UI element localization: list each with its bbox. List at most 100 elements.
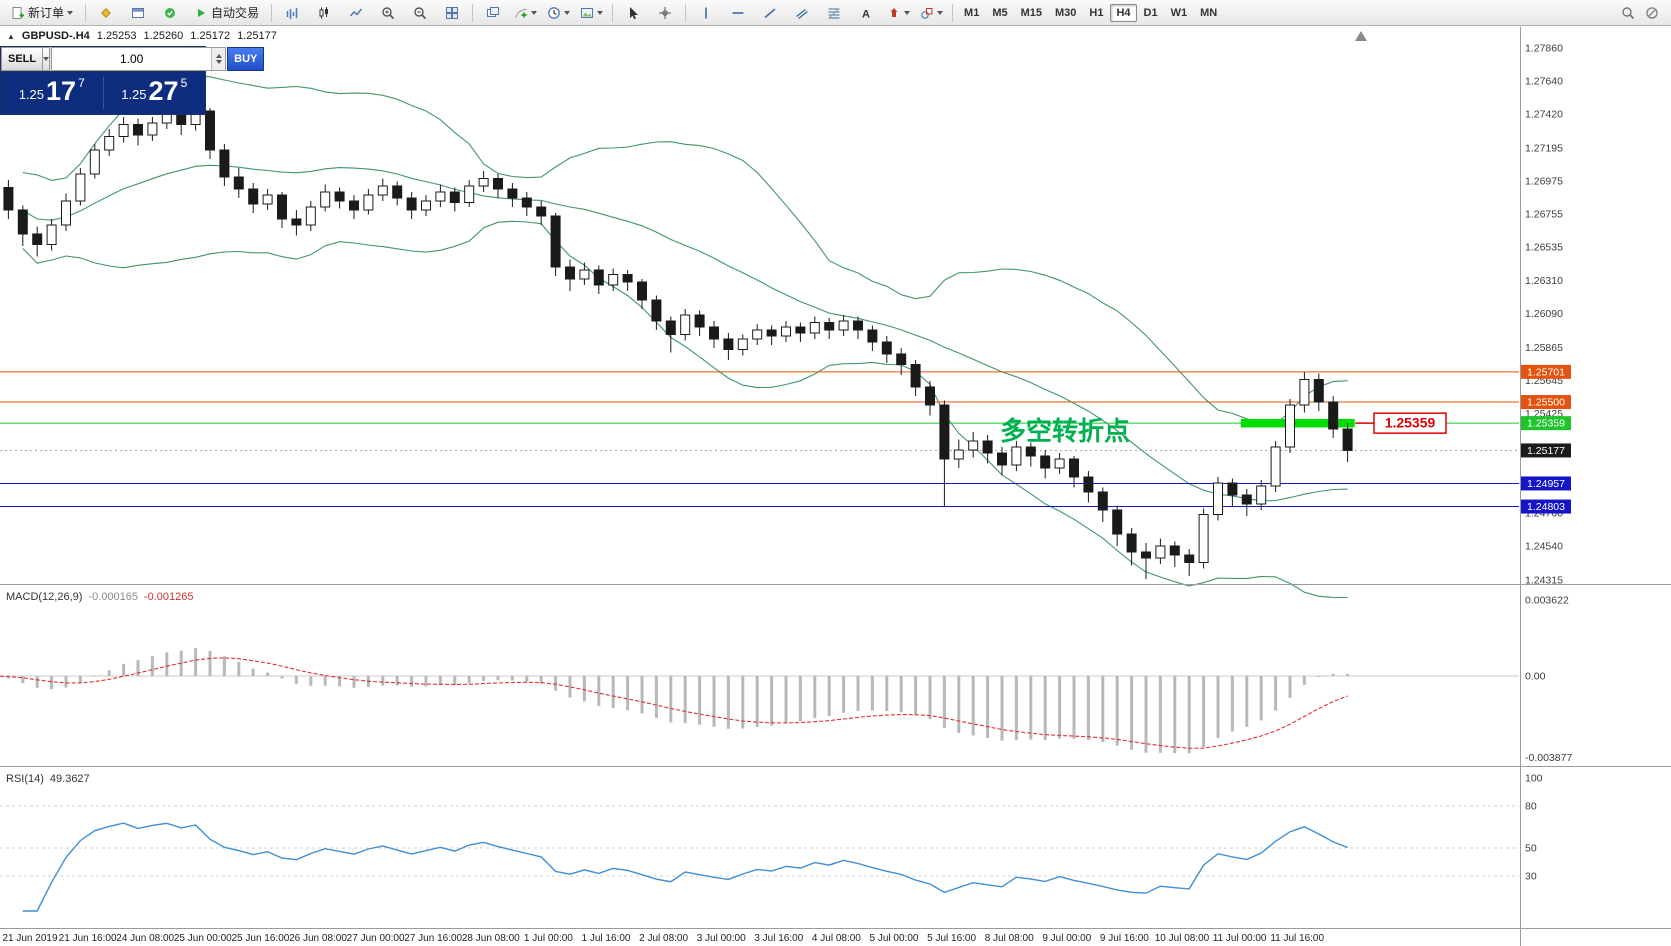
add-indicator-button[interactable]: [510, 2, 541, 24]
level-label-box[interactable]: [1373, 412, 1447, 434]
zoom-in-icon: [382, 6, 395, 19]
zoom-in-button[interactable]: [373, 2, 403, 24]
macd-scale-label: 0.003622: [1525, 594, 1569, 606]
candlestick: [1313, 379, 1324, 403]
trendline-button[interactable]: [755, 2, 785, 24]
cascade-windows-button[interactable]: [478, 2, 508, 24]
crosshair-button[interactable]: [650, 2, 680, 24]
search-icon[interactable]: [1621, 6, 1635, 20]
candlestick: [881, 341, 892, 355]
rsi-scale-label: 50: [1525, 843, 1537, 855]
sell-price[interactable]: 1.25 17 7: [1, 77, 103, 109]
candlestick: [392, 185, 403, 199]
chart-window-button[interactable]: [123, 2, 153, 24]
candlestick: [449, 191, 460, 203]
price-badge-text: 1.25177: [1527, 445, 1565, 457]
price-tick-label: 1.26975: [1525, 175, 1563, 187]
candlestick: [536, 206, 547, 217]
horizontal-line-icon: [732, 11, 744, 14]
timeframe-m30[interactable]: M30: [1055, 6, 1077, 19]
refresh-button[interactable]: [155, 2, 185, 24]
candlestick: [75, 173, 86, 202]
arrows-caret-icon: [904, 10, 911, 15]
autotrade-label: 自动交易: [211, 6, 260, 20]
buy-button[interactable]: BUY: [227, 47, 265, 71]
candlestick: [680, 314, 691, 335]
timeframe-mn[interactable]: MN: [1200, 6, 1218, 19]
candlestick: [406, 197, 417, 211]
candlestick: [853, 320, 863, 331]
rsi-label: RSI(14) 49.3627: [6, 773, 90, 785]
highlight-band[interactable]: [1240, 418, 1355, 428]
channel-icon: [796, 8, 808, 19]
candlestick: [925, 386, 935, 406]
buy-price-big: 27: [148, 76, 179, 107]
arrows-tool-button[interactable]: [883, 2, 914, 24]
price-tick-label: 1.26310: [1525, 275, 1563, 287]
time-axis-label: 21 Jun 2019: [2, 933, 57, 944]
timeframe-h1[interactable]: H1: [1089, 6, 1104, 19]
time-axis-label: 1 Jul 16:00: [582, 933, 631, 944]
timeframe-m5[interactable]: M5: [992, 6, 1008, 19]
templates-button[interactable]: [576, 2, 607, 24]
candlestick: [118, 124, 129, 137]
candlestick: [608, 274, 619, 286]
caret-down-icon: [43, 57, 50, 61]
sell-price-sup: 7: [78, 76, 85, 90]
disabled-circle-icon[interactable]: [1645, 6, 1659, 20]
ohlc-low: 1.25172: [190, 30, 231, 42]
price-tick-label: 1.26535: [1525, 241, 1563, 253]
chart-shift-marker[interactable]: [1355, 31, 1367, 41]
volume-input[interactable]: [52, 48, 212, 70]
periods-button[interactable]: [543, 2, 574, 24]
timeframe-group: M1 M5 M15 M30 H1 H4 D1 W1 MN: [958, 3, 1223, 22]
candlestick: [248, 188, 259, 205]
new-order-button[interactable]: 新订单: [4, 2, 80, 24]
candlestick: [435, 191, 446, 202]
chart-window-icon: [132, 7, 145, 18]
sell-button[interactable]: SELL: [1, 47, 44, 71]
candlestick: [910, 364, 921, 388]
candlestick: [737, 338, 748, 350]
time-axis-label: 1 Jul 00:00: [524, 933, 573, 944]
buy-price-sup: 5: [180, 76, 188, 90]
ohlc-close: 1.25177: [237, 30, 277, 42]
time-axis-label: 28 Jun 08:00: [462, 933, 520, 944]
candlestick: [1011, 446, 1022, 466]
text-tool-button[interactable]: A: [851, 2, 881, 24]
channel-button[interactable]: [787, 2, 817, 24]
new-chart-button[interactable]: [91, 2, 121, 24]
candlestick: [896, 353, 907, 365]
autotrade-button[interactable]: 自动交易: [187, 2, 266, 24]
timeframe-m1[interactable]: M1: [964, 6, 980, 19]
rsi-scale-label: 30: [1525, 871, 1537, 883]
bar-chart-button[interactable]: [277, 2, 307, 24]
buy-price[interactable]: 1.25 27 5: [104, 77, 206, 109]
step-down-icon: [215, 60, 222, 64]
line-chart-button[interactable]: [341, 2, 371, 24]
timeframe-h4[interactable]: H4: [1110, 3, 1137, 22]
timeframe-d1[interactable]: D1: [1143, 6, 1158, 19]
tile-windows-button[interactable]: [437, 2, 467, 24]
zoom-out-button[interactable]: [405, 2, 435, 24]
price-badge: [1521, 364, 1571, 379]
sell-options-caret[interactable]: [43, 47, 51, 71]
price-badge: [1521, 499, 1571, 514]
candle-chart-button[interactable]: [309, 2, 339, 24]
candlestick: [46, 224, 57, 245]
price-tick-label: 1.27640: [1525, 76, 1563, 88]
candlestick: [104, 136, 115, 151]
vertical-line-button[interactable]: [691, 2, 721, 24]
timeframe-m15[interactable]: M15: [1020, 6, 1042, 19]
horizontal-line-button[interactable]: [723, 2, 753, 24]
candlestick: [1328, 401, 1339, 430]
shapes-tool-button[interactable]: [916, 2, 947, 24]
annotation-text[interactable]: 多空转折点: [1000, 416, 1130, 446]
price-tick-label: 1.24315: [1525, 574, 1563, 586]
cursor-button[interactable]: [618, 2, 648, 24]
candlestick: [824, 322, 835, 331]
candlestick: [1270, 446, 1281, 487]
timeframe-w1[interactable]: W1: [1170, 6, 1188, 19]
fibonacci-button[interactable]: [819, 2, 849, 24]
volume-stepper[interactable]: [211, 48, 226, 70]
